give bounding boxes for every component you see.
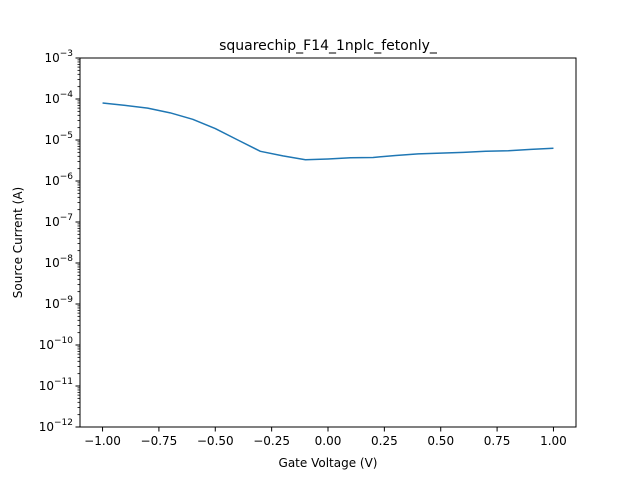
y-tick-label: 10−6 [44,172,73,188]
x-tick-label: −0.50 [197,434,234,448]
y-tick-label: 10−3 [44,49,73,65]
y-tick-label: 10−9 [44,295,73,311]
y-axis-ticks: 10−12 10−11 10−10 10−9 10−8 10−7 10−6 10−5 10−4 1… [39,49,80,434]
x-tick-label: −0.25 [253,434,290,448]
y-tick-label: 10−11 [39,377,73,393]
chart-title: squarechip_F14_1nplc_fetonly_ [219,38,438,54]
x-tick-label: 0.75 [484,434,511,448]
x-tick-label: 1.00 [540,434,567,448]
x-tick-label: 0.00 [315,434,342,448]
x-axis-label: Gate Voltage (V) [279,456,378,470]
plot-frame [79,57,577,428]
y-axis-label: Source Current (A) [11,187,25,299]
y-tick-label: 10−4 [44,90,73,106]
x-tick-label: −0.75 [141,434,178,448]
series-line [102,102,554,161]
x-axis-ticks: −1.00 −0.75 −0.50 −0.25 0.00 0.25 0.50 0.75 1.00 [84,427,567,448]
y-tick-label: 10−7 [44,213,73,229]
x-tick-label: 0.25 [371,434,398,448]
y-tick-label: 10−8 [44,254,73,270]
x-tick-label: 0.50 [427,434,454,448]
y-tick-label: 10−5 [44,131,73,147]
y-tick-label: 10−10 [39,336,74,352]
y-tick-label: 10−12 [39,418,73,434]
x-tick-label: −1.00 [84,434,121,448]
